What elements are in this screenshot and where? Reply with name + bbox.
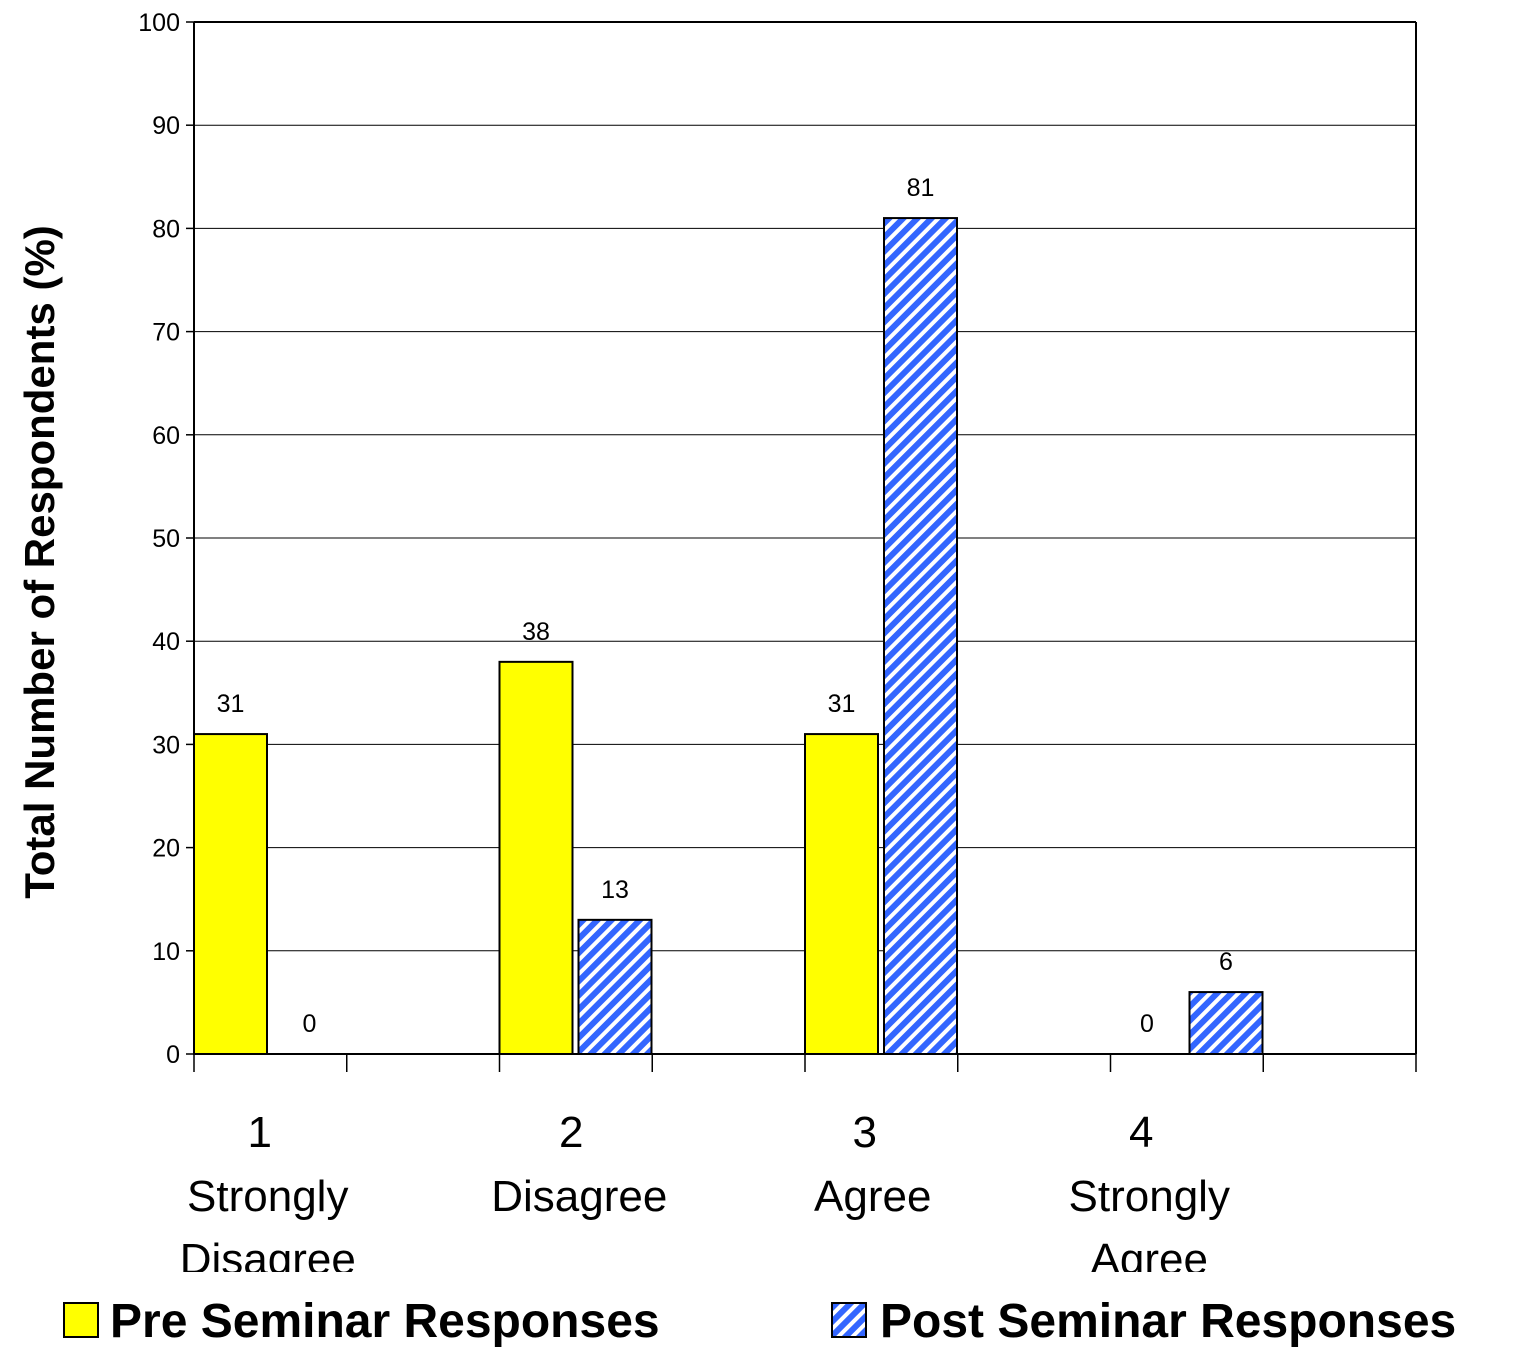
data-label-pre-4: 0 (1140, 1010, 1154, 1038)
legend-label-pre: Pre Seminar Responses (110, 1295, 660, 1347)
legend: Pre Seminar Responses Post Seminar Respon… (63, 1295, 1456, 1347)
bar-pre-3 (804, 733, 879, 1056)
data-label-pre-2: 38 (522, 618, 550, 646)
legend-label-post: Post Seminar Responses (880, 1295, 1456, 1347)
y-tick-label: 20 (152, 835, 180, 863)
data-label-post-3: 81 (907, 174, 935, 202)
y-tick-label: 60 (152, 422, 180, 450)
y-tick-label: 90 (152, 112, 180, 140)
axes (186, 21, 1417, 1072)
data-label-pre-3: 31 (828, 690, 856, 718)
legend-swatch-post (831, 1302, 867, 1338)
data-label-post-1: 0 (303, 1010, 317, 1038)
data-label-post-2: 13 (601, 876, 629, 904)
y-tick-label: 40 (152, 628, 180, 656)
y-tick-label: 80 (152, 215, 180, 243)
category-label-1: Strongly (187, 1172, 348, 1221)
category-label-4: Strongly (1069, 1172, 1230, 1221)
y-tick-label: 30 (152, 731, 180, 759)
category-number-3: 3 (853, 1108, 877, 1157)
category-number-4: 4 (1129, 1108, 1153, 1157)
data-labels: 31 38 31 0 0 13 81 6 (217, 174, 1233, 1038)
y-tick-label: 50 (152, 525, 180, 553)
y-tick-label: 100 (138, 9, 180, 37)
data-label-pre-1: 31 (217, 690, 245, 718)
bars (193, 217, 1264, 1056)
category-number-2: 2 (559, 1108, 583, 1157)
y-axis-title: Total Number of Respondents (%) (16, 225, 63, 899)
y-tick-label: 70 (152, 319, 180, 347)
data-label-post-4: 6 (1219, 948, 1233, 976)
category-number-1: 1 (248, 1108, 272, 1157)
category-label-3: Agree (814, 1172, 931, 1221)
category-label-mask (0, 1272, 1526, 1292)
y-tick-label: 10 (152, 938, 180, 966)
y-tick-labels: 0 10 20 30 40 50 60 70 80 90 100 (138, 9, 180, 1069)
bar-post-3 (883, 217, 958, 1055)
legend-swatch-pre (63, 1302, 99, 1338)
bar-post-2 (577, 918, 653, 1056)
bar-post-4 (1188, 991, 1264, 1056)
category-label-2: Disagree (491, 1172, 667, 1221)
category-labels: 1StronglyDisagree2Disagree3Agree4Strongl… (0, 1108, 1526, 1292)
bar-pre-2 (498, 660, 574, 1056)
y-tick-label: 0 (166, 1041, 180, 1069)
bar-pre-1 (193, 733, 268, 1056)
